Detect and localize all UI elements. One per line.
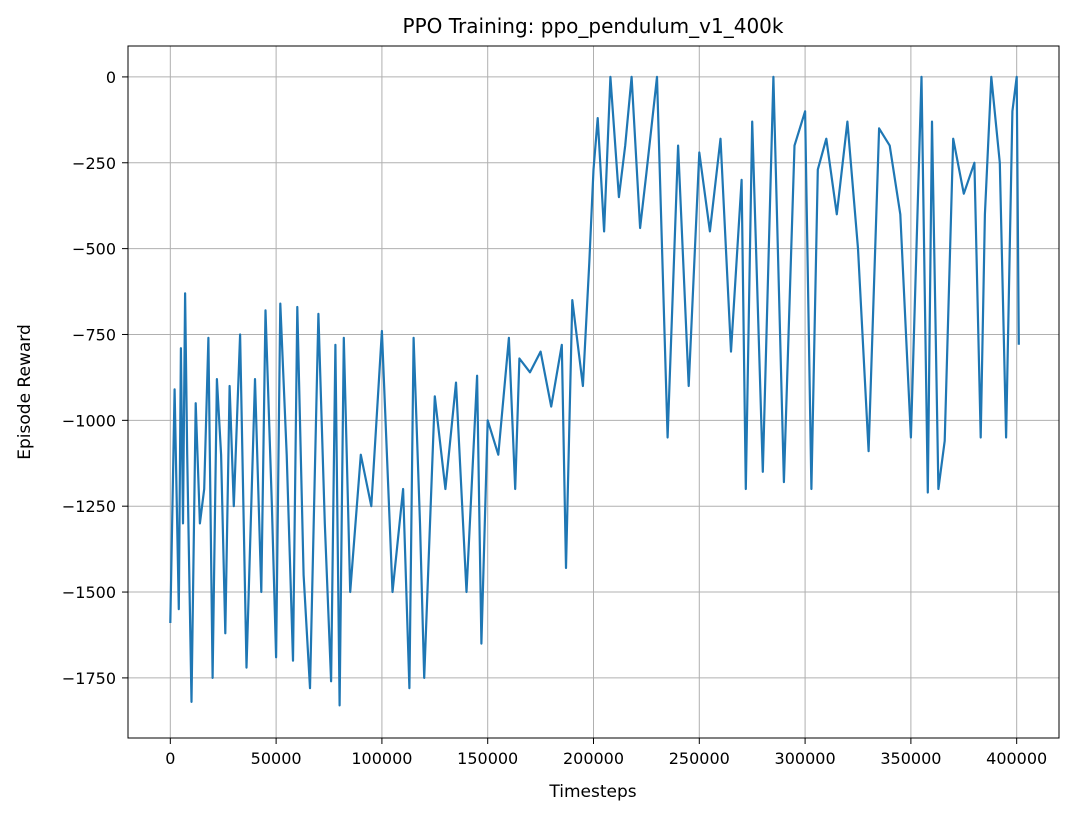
y-tick-label: −1000 [62,411,116,430]
x-tick-label: 350000 [880,749,941,768]
y-axis-ticks: 0 −250 −500 −750 −1000 −1250 −1500 −1750 [62,68,128,688]
y-tick-label: −750 [72,325,116,344]
y-tick-label: −1250 [62,497,116,516]
y-tick-label: 0 [106,68,116,87]
x-tick-label: 400000 [986,749,1047,768]
x-tick-label: 200000 [563,749,624,768]
series-line [169,75,1020,707]
x-tick-label: 50000 [251,749,302,768]
x-tick-label: 0 [165,749,175,768]
y-tick-label: −500 [72,240,116,259]
y-tick-label: −250 [72,154,116,173]
y-tick-label: −1500 [62,583,116,602]
y-tick-label: −1750 [62,669,116,688]
y-axis-title: Episode Reward [15,324,35,459]
x-tick-label: 150000 [457,749,518,768]
x-tick-label: 300000 [775,749,836,768]
x-axis-ticks: 0 50000 100000 150000 200000 250000 300000 3500… [165,738,1047,768]
x-tick-label: 100000 [351,749,412,768]
x-tick-label: 250000 [669,749,730,768]
chart-title: PPO Training: ppo_pendulum_v1_400k [403,14,784,38]
x-axis-title: Timesteps [548,782,636,802]
